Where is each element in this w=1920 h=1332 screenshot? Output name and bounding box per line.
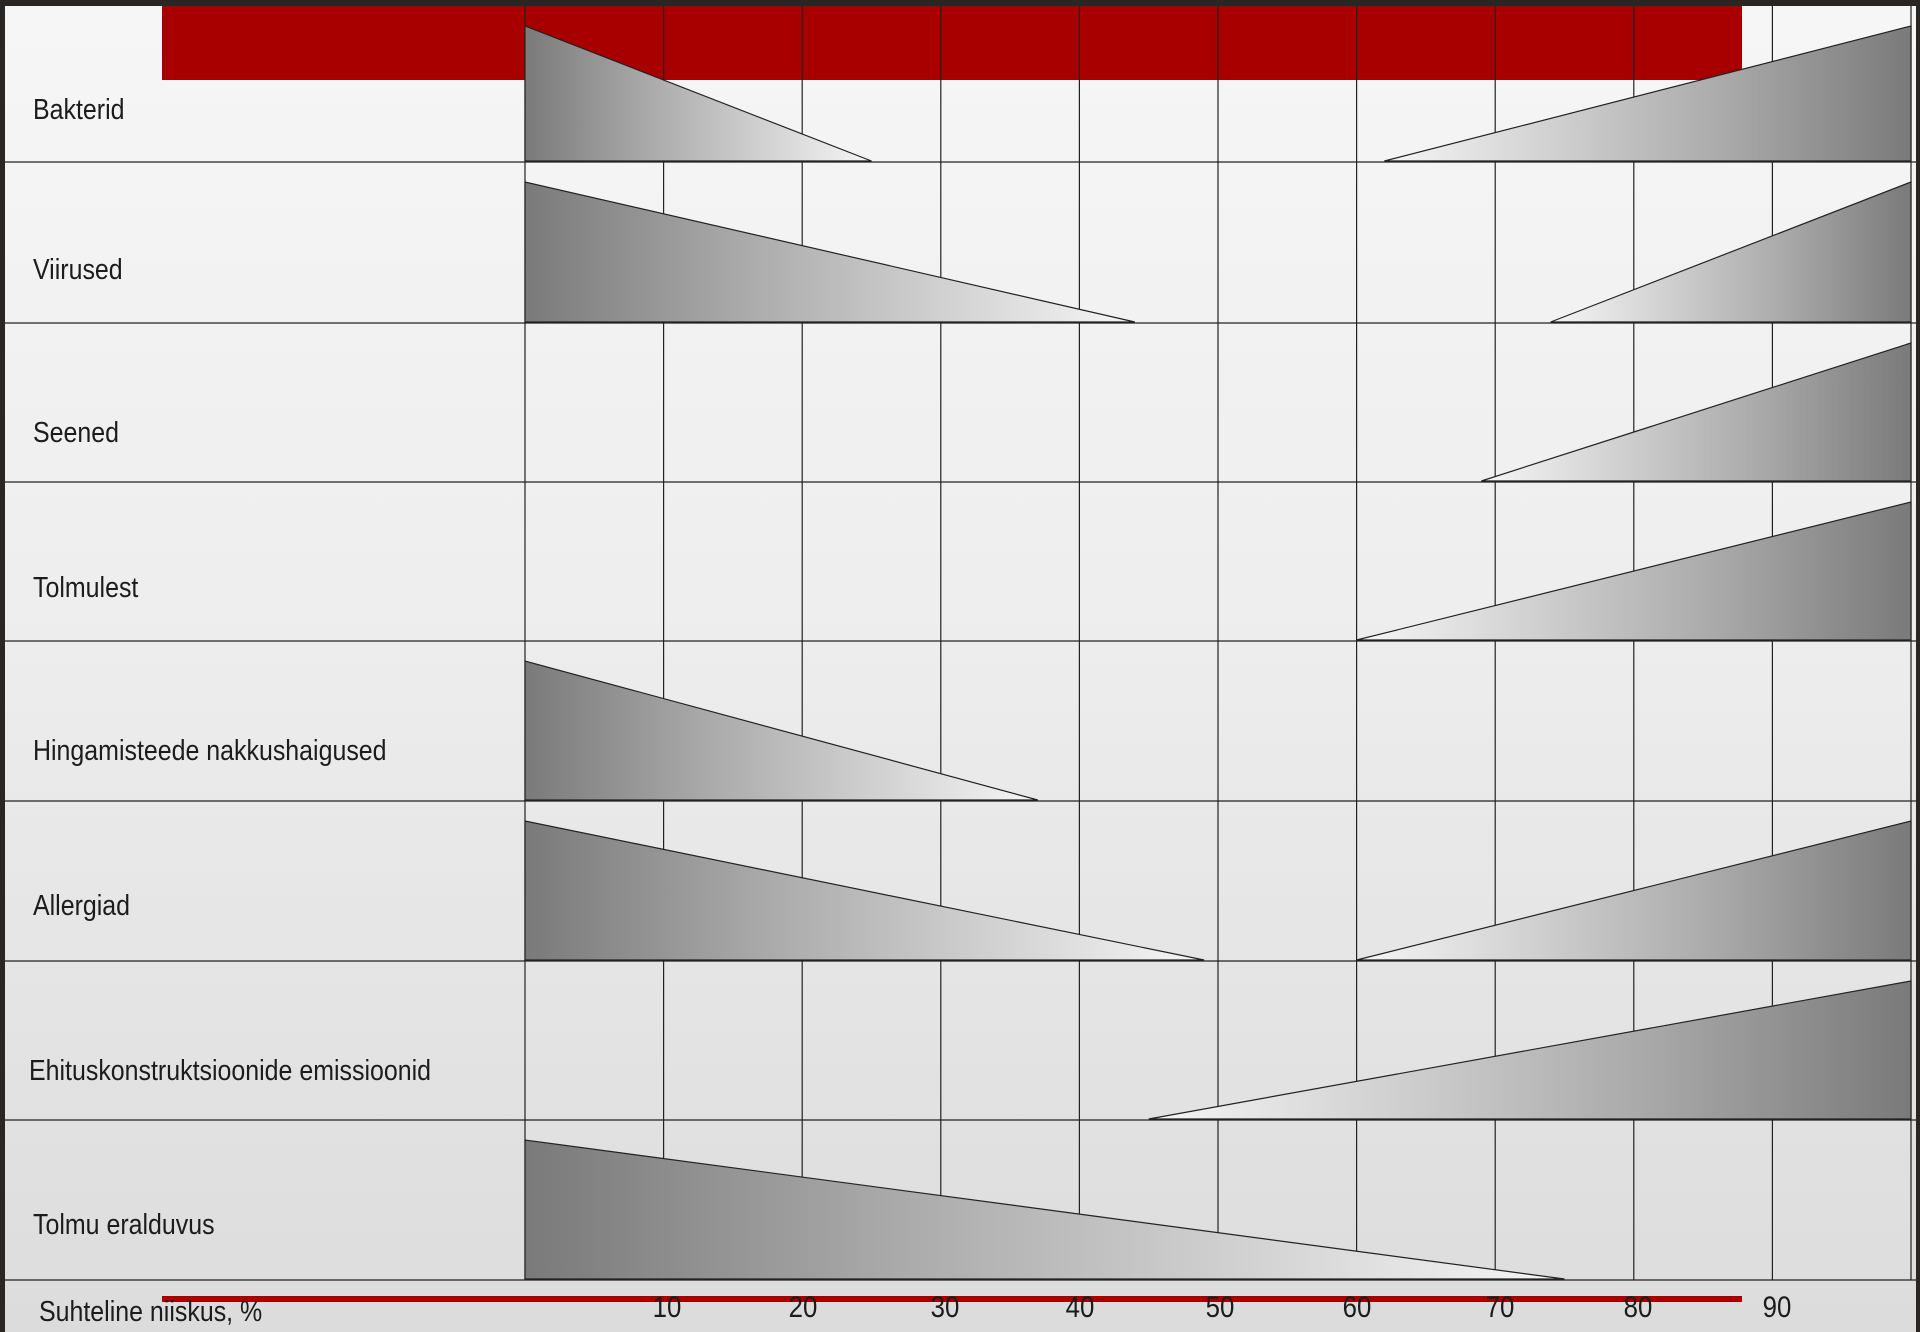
x-tick-label: 10	[652, 1291, 682, 1324]
chart-canvas: Bakterid Viirused Seened Tolmulest Hinga…	[5, 6, 1916, 1332]
wedge-increasing	[1481, 342, 1912, 482]
chart-plot	[5, 6, 1916, 1302]
row-label-allergiad: Allergiad	[33, 890, 131, 922]
x-tick-label: 20	[788, 1291, 818, 1324]
row-label-hingamisteede: Hingamisteede nakkushaigused	[33, 735, 387, 767]
wedge-increasing	[1356, 820, 1912, 961]
wedge-increasing	[1148, 980, 1912, 1120]
row-label-ehituskonstruktsioonide: Ehituskonstruktsioonide emissioonid	[29, 1055, 432, 1087]
row-label-tolmulest: Tolmulest	[33, 572, 139, 604]
wedge-increasing	[1384, 25, 1912, 162]
row-label-bakterid: Bakterid	[33, 94, 125, 126]
row-label-tolmu-eralduvus: Tolmu eralduvus	[33, 1209, 215, 1241]
wedge-decreasing	[524, 25, 872, 162]
row-label-viirused: Viirused	[33, 254, 123, 286]
x-tick-label: 60	[1342, 1291, 1372, 1324]
top-accent-bar	[162, 6, 1742, 80]
x-tick-label: 70	[1485, 1291, 1515, 1324]
x-tick-label: 80	[1623, 1291, 1653, 1324]
wedge-decreasing	[524, 660, 1038, 801]
wedge-decreasing	[524, 1139, 1565, 1280]
wedge-decreasing	[524, 181, 1135, 323]
row-label-seened: Seened	[33, 417, 119, 449]
x-tick-label: 30	[930, 1291, 960, 1324]
x-axis-title: Suhteline niiskus, %	[39, 1296, 263, 1328]
x-tick-label: 40	[1065, 1291, 1095, 1324]
wedge-increasing	[1356, 501, 1912, 641]
x-tick-label: 90	[1762, 1291, 1792, 1324]
x-tick-label: 50	[1205, 1291, 1235, 1324]
wedge-decreasing	[524, 820, 1205, 961]
wedge-increasing	[1550, 181, 1912, 323]
